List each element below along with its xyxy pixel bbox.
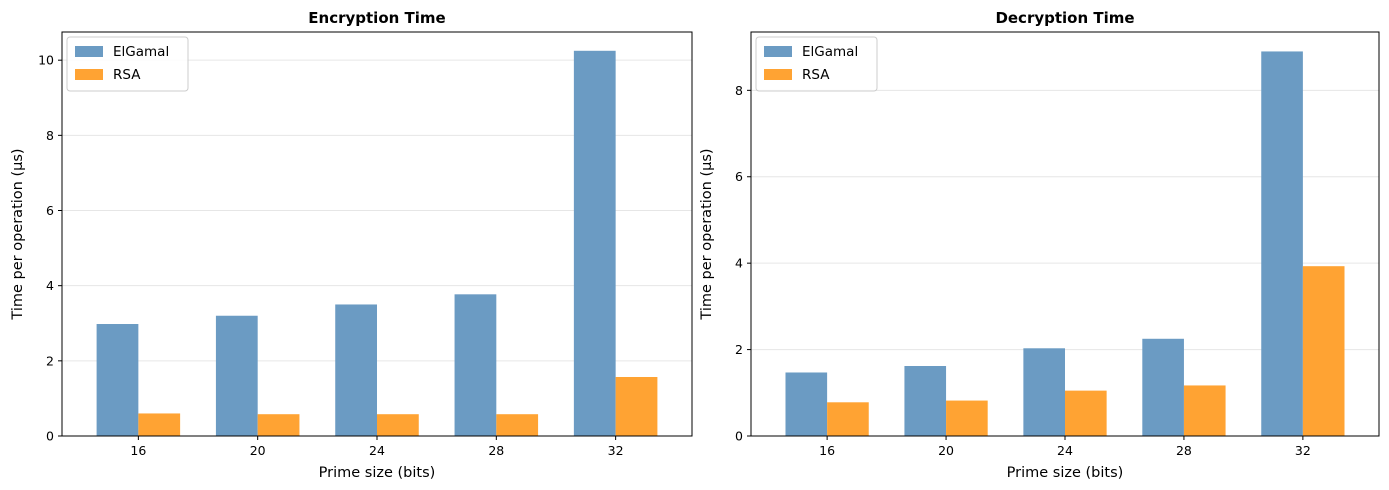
y-axis-label: Time per operation (μs) bbox=[10, 148, 26, 320]
bar-elgamal-20 bbox=[904, 366, 947, 436]
bar-elgamal-28 bbox=[454, 294, 497, 436]
x-tick-label: 16 bbox=[819, 443, 835, 458]
y-tick-label: 2 bbox=[735, 342, 743, 357]
bar-rsa-24 bbox=[1065, 390, 1107, 436]
x-tick-label: 24 bbox=[1057, 443, 1073, 458]
bar-elgamal-32 bbox=[573, 50, 616, 436]
x-tick-label: 20 bbox=[250, 443, 266, 458]
bar-rsa-28 bbox=[1183, 385, 1226, 436]
chart-title: Decryption Time bbox=[995, 9, 1134, 27]
y-tick-label: 2 bbox=[46, 353, 54, 368]
legend-swatch-rsa bbox=[75, 69, 103, 80]
x-tick-label: 32 bbox=[608, 443, 624, 458]
legend-swatch-elgamal bbox=[75, 46, 103, 57]
legend: ElGamal RSA bbox=[755, 36, 878, 92]
y-tick-label: 4 bbox=[46, 278, 54, 293]
bar-rsa-20 bbox=[946, 400, 988, 436]
y-tick-label: 6 bbox=[735, 169, 743, 184]
y-tick-label: 4 bbox=[735, 256, 743, 271]
y-tick-label: 8 bbox=[735, 83, 743, 98]
bar-elgamal-16 bbox=[96, 324, 139, 436]
y-tick-label: 0 bbox=[46, 429, 54, 444]
x-axis-label: Prime size (bits) bbox=[319, 465, 436, 481]
bar-rsa-20 bbox=[257, 414, 300, 436]
legend-swatch-rsa bbox=[764, 69, 792, 80]
x-tick-label: 28 bbox=[488, 443, 504, 458]
y-tick-label: 0 bbox=[735, 429, 743, 444]
chart-title: Encryption Time bbox=[308, 9, 445, 27]
x-axis-label: Prime size (bits) bbox=[1007, 465, 1124, 481]
bar-rsa-32 bbox=[615, 376, 658, 436]
legend-label-elgamal: ElGamal bbox=[802, 44, 858, 60]
x-tick-label: 20 bbox=[938, 443, 954, 458]
bar-elgamal-20 bbox=[215, 315, 258, 436]
legend-label-rsa: RSA bbox=[113, 67, 141, 83]
legend-swatch-elgamal bbox=[764, 46, 792, 57]
bar-elgamal-16 bbox=[785, 372, 828, 436]
bar-elgamal-24 bbox=[335, 304, 377, 436]
bar-rsa-16 bbox=[827, 402, 869, 436]
bar-rsa-24 bbox=[377, 414, 419, 436]
x-tick-label: 28 bbox=[1176, 443, 1192, 458]
bar-rsa-16 bbox=[138, 413, 181, 436]
x-tick-label: 32 bbox=[1295, 443, 1311, 458]
bar-rsa-32 bbox=[1302, 266, 1345, 436]
bar-elgamal-28 bbox=[1142, 338, 1184, 436]
legend: ElGamal RSA bbox=[66, 36, 189, 92]
y-tick-label: 8 bbox=[46, 128, 54, 143]
bar-elgamal-24 bbox=[1023, 348, 1065, 436]
legend-label-rsa: RSA bbox=[802, 67, 830, 83]
bar-rsa-28 bbox=[496, 414, 539, 436]
bar-elgamal-32 bbox=[1261, 51, 1303, 437]
y-tick-label: 10 bbox=[38, 53, 54, 68]
x-tick-label: 16 bbox=[130, 443, 146, 458]
y-axis-label: Time per operation (μs) bbox=[699, 148, 715, 320]
legend-label-elgamal: ElGamal bbox=[113, 44, 169, 60]
y-tick-label: 6 bbox=[46, 203, 54, 218]
x-tick-label: 24 bbox=[369, 443, 385, 458]
